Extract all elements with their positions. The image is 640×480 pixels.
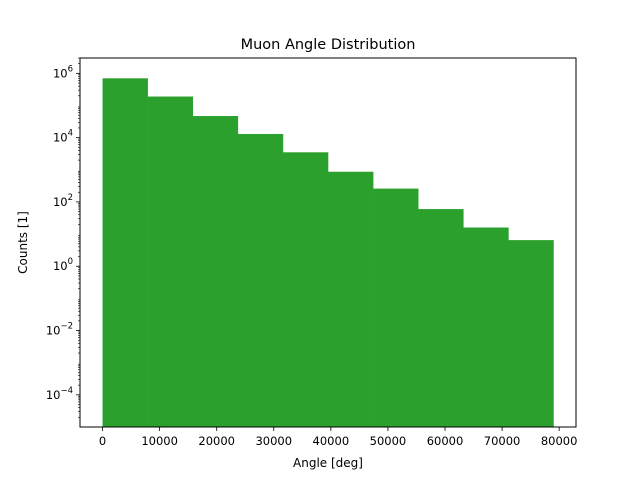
histogram-bar-8 bbox=[463, 227, 509, 427]
x-tick-label-5: 50000 bbox=[370, 434, 407, 448]
y-tick-label-5: 106 bbox=[53, 64, 73, 80]
x-tick-label-7: 70000 bbox=[484, 434, 521, 448]
histogram-bar-3 bbox=[237, 133, 284, 428]
y-axis-label: Counts [1] bbox=[16, 211, 30, 274]
x-tick-label-1: 10000 bbox=[141, 434, 178, 448]
x-tick-label-6: 60000 bbox=[427, 434, 464, 448]
y-tick-label-3: 102 bbox=[53, 193, 73, 209]
y-tick-label-1: 10−2 bbox=[46, 322, 73, 338]
y-tick-label-2: 100 bbox=[53, 257, 73, 273]
plot-frame bbox=[79, 57, 577, 428]
x-tick-label-4: 40000 bbox=[313, 434, 350, 448]
x-tick-label-0: 0 bbox=[99, 434, 106, 448]
histogram-bars bbox=[102, 78, 554, 428]
x-tick-label-8: 80000 bbox=[541, 434, 578, 448]
y-tick-label-4: 104 bbox=[53, 129, 73, 145]
histogram-bar-9 bbox=[508, 240, 554, 427]
histogram-bar-5 bbox=[328, 171, 374, 427]
y-tick-label-0: 10−4 bbox=[46, 386, 73, 402]
x-axis-ticks: 0 10000 20000 30000 40000 50000 60000 70000 8000… bbox=[99, 427, 578, 448]
histogram-bar-2 bbox=[192, 116, 239, 427]
histogram-bar-4 bbox=[282, 152, 329, 428]
x-tick-label-2: 20000 bbox=[198, 434, 235, 448]
y-axis-ticks: 10−4 10−2 100 102 104 106 bbox=[46, 64, 80, 402]
histogram-bar-6 bbox=[373, 188, 419, 427]
chart-title: Muon Angle Distribution bbox=[241, 37, 416, 53]
histogram-bar-0 bbox=[102, 78, 148, 427]
histogram-bar-7 bbox=[418, 209, 464, 427]
histogram-bar-1 bbox=[147, 96, 194, 427]
x-axis-label: Angle [deg] bbox=[293, 456, 363, 470]
x-tick-label-3: 30000 bbox=[255, 434, 292, 448]
